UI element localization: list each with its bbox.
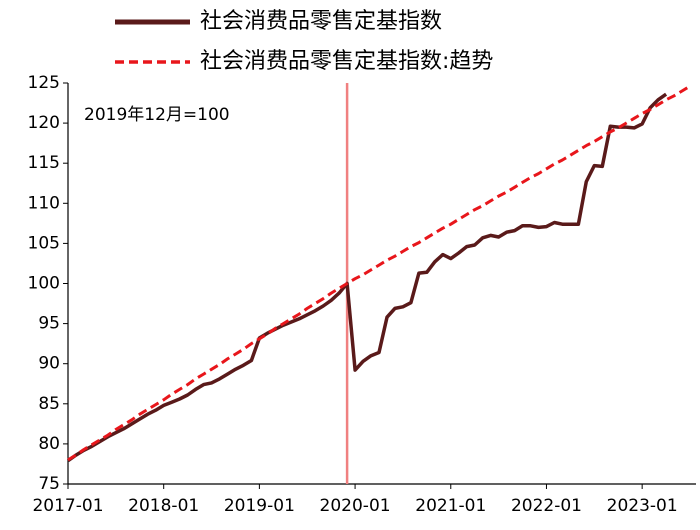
x-tick-label: 2020-01: [320, 496, 391, 516]
y-tick-label: 90: [38, 354, 60, 374]
x-tick-label: 2018-01: [128, 496, 199, 516]
x-tick-label: 2023-01: [607, 496, 678, 516]
y-tick-label: 120: [28, 113, 60, 133]
x-tick-label: 2019-01: [224, 496, 295, 516]
annotation: 2019年12月=100: [84, 105, 230, 125]
y-tick-label: 105: [28, 233, 60, 253]
series-line: [67, 84, 691, 462]
y-tick-label: 125: [28, 73, 60, 93]
y-tick-label: 80: [38, 434, 60, 454]
x-tick-label: 2017-01: [32, 496, 103, 516]
x-tick-label: 2022-01: [511, 496, 582, 516]
y-tick-label: 75: [38, 474, 60, 494]
y-tick-label: 110: [28, 193, 60, 213]
y-tick-label: 95: [38, 314, 60, 334]
y-tick-label: 100: [28, 274, 60, 294]
y-tick-label: 115: [28, 153, 60, 173]
y-tick-label: 85: [38, 394, 60, 414]
x-tick-label: 2021-01: [415, 496, 486, 516]
legend-label: 社会消费品零售定基指数: [200, 9, 442, 34]
legend-label: 社会消费品零售定基指数:趋势: [200, 49, 493, 74]
series-line: [66, 92, 668, 463]
